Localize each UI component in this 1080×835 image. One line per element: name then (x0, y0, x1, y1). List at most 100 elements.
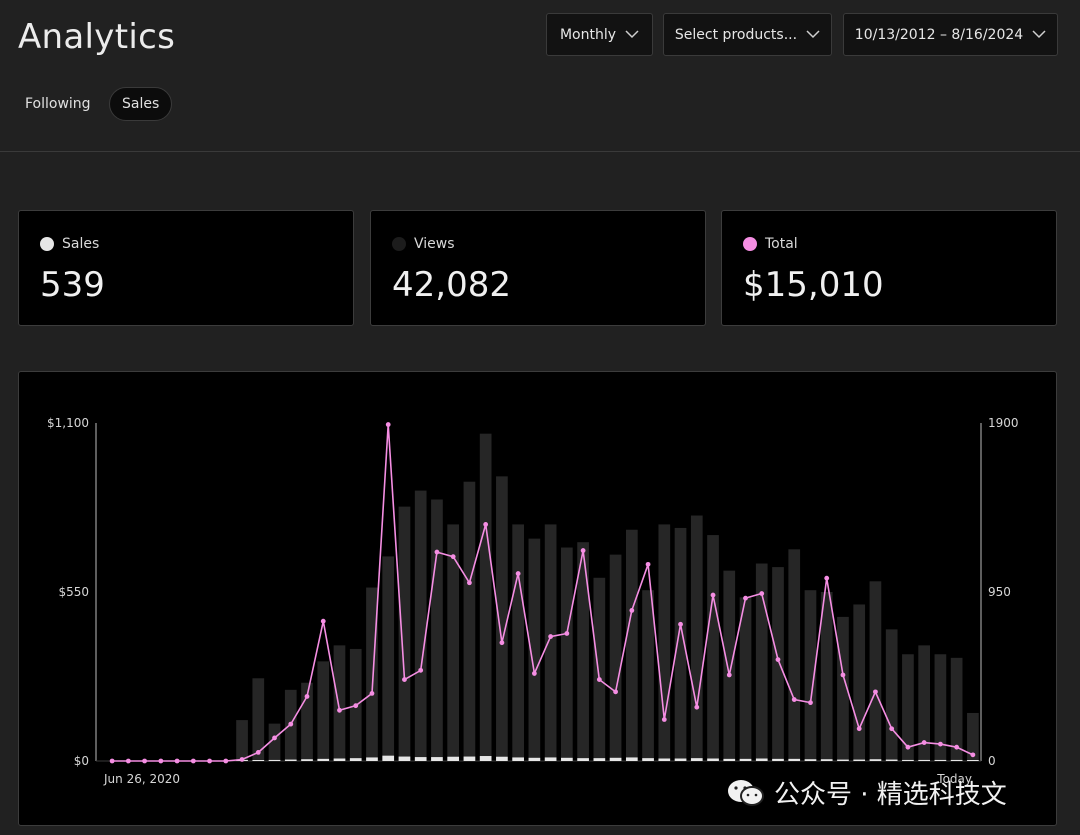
total-point (921, 740, 927, 745)
sales-bar (496, 756, 508, 761)
header-divider (0, 151, 1080, 152)
total-legend-dot (743, 237, 757, 251)
sales-bar (268, 759, 281, 761)
total-point (629, 608, 635, 613)
total-point (905, 744, 911, 750)
metric-card-total: Total $15,010 (721, 210, 1057, 326)
watermark: 公众号 · 精选科技文 (726, 774, 1007, 811)
chevron-down-icon (625, 30, 639, 39)
period-dropdown[interactable]: Monthly (546, 13, 653, 56)
views-bar (934, 654, 947, 761)
total-point (190, 758, 196, 764)
sales-bar (707, 758, 719, 761)
total-point (726, 672, 732, 678)
analytics-chart-panel: $1,100 $550 $0 1900 950 0 Jun 26, 2020 Today (18, 371, 1057, 826)
total-point (580, 548, 586, 553)
views-bar (967, 712, 979, 761)
x-axis-end-label: Today (936, 772, 972, 786)
views-bar (885, 629, 898, 761)
total-point (402, 677, 407, 682)
total-point (499, 640, 505, 646)
total-point (824, 575, 830, 581)
sales-bar (772, 758, 784, 761)
sales-bar (593, 758, 606, 761)
total-point (207, 758, 212, 764)
total-point (759, 591, 765, 596)
sales-bar (349, 758, 362, 761)
total-point (954, 744, 960, 750)
sales-bar (788, 758, 801, 761)
x-axis-start-label: Jun 26, 2020 (103, 772, 180, 786)
views-bar (528, 538, 541, 761)
total-point (353, 703, 359, 709)
total-point (873, 689, 878, 695)
views-bar (577, 542, 589, 761)
views-bar (739, 597, 752, 761)
sales-bar (577, 758, 589, 761)
total-point (385, 422, 391, 427)
total-line (112, 424, 974, 762)
views-bar (609, 554, 622, 761)
tab-sales[interactable]: Sales (109, 87, 173, 121)
views-bar (788, 549, 801, 761)
total-point (710, 592, 716, 598)
sales-bar (431, 757, 443, 761)
metric-label: Views (414, 236, 455, 252)
tab-following[interactable]: Following (25, 96, 91, 112)
views-bar (366, 587, 378, 761)
total-point (109, 758, 115, 764)
metric-label: Sales (62, 236, 100, 252)
views-bar (252, 678, 265, 761)
sales-bar (674, 758, 687, 761)
views-bar (414, 490, 427, 761)
views-bar (642, 590, 654, 761)
views-bar (447, 524, 460, 761)
total-point (288, 721, 294, 727)
metric-value: $15,010 (743, 265, 884, 305)
sales-bar (918, 759, 931, 761)
total-point (645, 561, 651, 567)
sales-legend-dot (40, 237, 54, 251)
analytics-chart[interactable]: $1,100 $550 $0 1900 950 0 Jun 26, 2020 Today (19, 372, 1056, 825)
views-bar (950, 657, 963, 761)
date-range-dropdown[interactable]: 10/13/2012 – 8/16/2024 (843, 13, 1058, 56)
views-bar (512, 524, 524, 761)
total-point (434, 549, 440, 555)
views-bar (820, 592, 833, 761)
views-bar (268, 723, 281, 761)
total-point (596, 677, 602, 682)
total-point (337, 707, 342, 713)
total-point (791, 697, 797, 702)
sales-bar (398, 756, 411, 761)
sales-bar (414, 757, 427, 761)
views-bar (463, 481, 476, 761)
watermark-text: 公众号 · 精选科技文 (774, 780, 1007, 810)
views-bar (301, 682, 313, 761)
views-bar (658, 524, 671, 761)
right-axis-tick-label: 1900 (988, 416, 1019, 430)
sales-bar (739, 758, 752, 761)
total-point (223, 758, 229, 764)
views-bar (593, 577, 606, 761)
total-point (743, 595, 748, 601)
metric-card-views: Views 42,082 (370, 210, 706, 326)
sales-bar (820, 759, 833, 761)
views-bar (755, 563, 768, 761)
total-point (304, 694, 310, 699)
products-dropdown[interactable]: Select products... (663, 13, 832, 56)
sales-bar (479, 756, 492, 761)
sales-bar (723, 758, 736, 761)
views-bar (723, 570, 736, 761)
total-point (467, 580, 472, 586)
total-point (775, 657, 781, 662)
views-bar (398, 506, 411, 761)
total-point (531, 671, 537, 676)
views-bar (837, 616, 849, 761)
sales-bar (658, 758, 671, 761)
total-point (450, 554, 456, 560)
views-bar (625, 529, 638, 761)
sales-bar (528, 757, 541, 761)
views-bar (479, 433, 492, 761)
total-point (661, 717, 667, 722)
total-point (320, 618, 326, 624)
